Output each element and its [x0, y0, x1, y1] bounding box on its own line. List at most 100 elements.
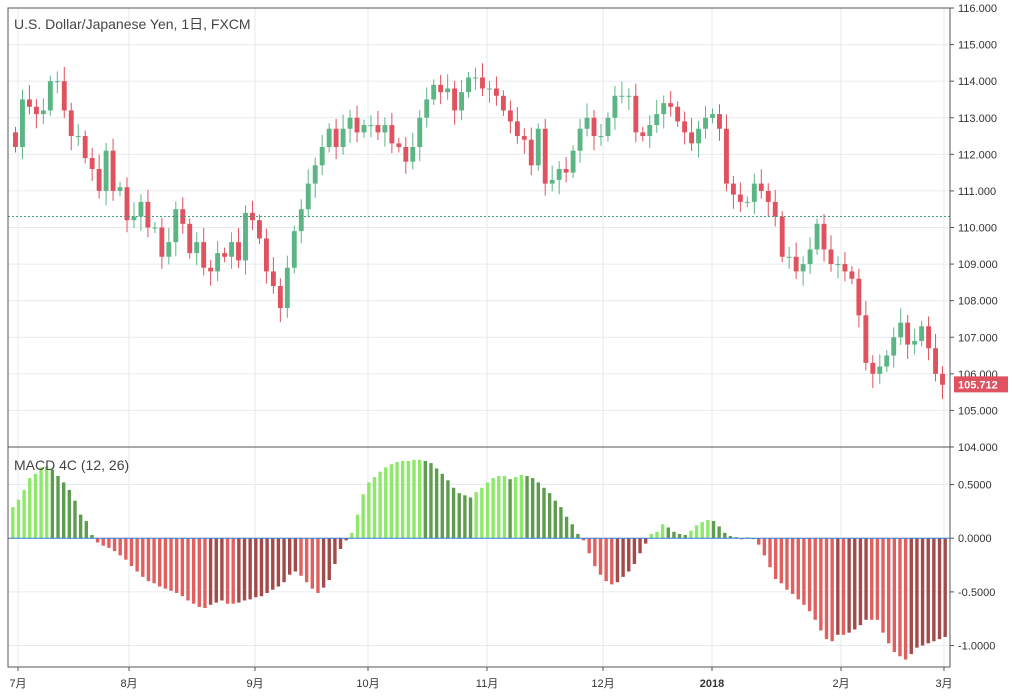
candle-body-15[interactable]	[117, 187, 123, 191]
candle-body-118[interactable]	[835, 264, 841, 266]
candle-body-6[interactable]	[54, 81, 60, 83]
candle-body-85[interactable]	[605, 117, 611, 137]
candle-body-17[interactable]	[131, 216, 137, 221]
candle-body-80[interactable]	[570, 150, 576, 173]
candle-body-75[interactable]	[535, 128, 541, 166]
candle-body-7[interactable]	[61, 81, 67, 111]
candle-body-42[interactable]	[305, 183, 311, 210]
macd-axis[interactable]: 0.5000 0.0000 -0.5000 -1.0000	[950, 480, 995, 653]
candle-body-69[interactable]	[493, 88, 499, 96]
candle-body-116[interactable]	[821, 223, 827, 250]
candle-body-40[interactable]	[291, 231, 297, 268]
candle-body-133[interactable]	[940, 373, 945, 385]
candle-body-29[interactable]	[215, 253, 221, 272]
candle-body-0[interactable]	[13, 132, 18, 148]
candle-body-94[interactable]	[668, 103, 674, 107]
candle-body-23[interactable]	[173, 209, 179, 243]
candle-body-37[interactable]	[270, 271, 276, 287]
candle-body-97[interactable]	[689, 132, 695, 144]
candle-body-3[interactable]	[33, 106, 39, 115]
candle-body-83[interactable]	[591, 117, 597, 137]
candle-body-73[interactable]	[521, 136, 527, 140]
candle-body-127[interactable]	[898, 322, 904, 338]
candle-body-45[interactable]	[326, 128, 332, 148]
candle-body-130[interactable]	[919, 326, 925, 341]
time-axis[interactable]: 7月 8月 9月 10月 11月 12月 2018 2月 3月	[9, 667, 953, 690]
candle-body-52[interactable]	[375, 125, 381, 133]
candle-body-10[interactable]	[82, 136, 88, 158]
candle-body-101[interactable]	[717, 114, 722, 129]
candle-body-67[interactable]	[480, 77, 485, 89]
candle-body-12[interactable]	[96, 168, 102, 191]
candle-body-24[interactable]	[180, 209, 186, 224]
candle-body-28[interactable]	[208, 267, 214, 272]
candle-body-27[interactable]	[201, 242, 207, 268]
candle-body-2[interactable]	[26, 99, 32, 107]
candle-body-22[interactable]	[166, 242, 172, 257]
candle-body-72[interactable]	[514, 121, 520, 137]
candle-body-5[interactable]	[47, 81, 53, 111]
candle-body-9[interactable]	[75, 136, 81, 138]
candle-body-92[interactable]	[654, 114, 660, 126]
candle-body-11[interactable]	[89, 157, 95, 169]
candle-body-98[interactable]	[696, 128, 701, 144]
candle-body-32[interactable]	[236, 242, 241, 261]
candle-body-38[interactable]	[277, 286, 283, 308]
candle-body-60[interactable]	[431, 84, 437, 100]
candle-body-115[interactable]	[814, 223, 820, 250]
candle-body-95[interactable]	[675, 106, 681, 122]
candle-body-33[interactable]	[243, 212, 248, 261]
candle-body-4[interactable]	[40, 110, 46, 115]
candle-body-71[interactable]	[507, 110, 513, 122]
candle-body-93[interactable]	[661, 103, 667, 115]
candle-body-63[interactable]	[452, 88, 458, 111]
candle-body-64[interactable]	[459, 92, 465, 111]
candle-body-91[interactable]	[647, 125, 653, 137]
candle-body-41[interactable]	[298, 209, 304, 232]
candle-body-54[interactable]	[389, 125, 395, 144]
candle-body-131[interactable]	[926, 326, 932, 349]
candle-body-82[interactable]	[584, 117, 590, 129]
candle-body-119[interactable]	[842, 264, 848, 272]
macd-pane[interactable]	[11, 459, 947, 660]
candle-body-50[interactable]	[361, 125, 367, 133]
candle-body-62[interactable]	[445, 88, 451, 93]
candle-body-126[interactable]	[891, 337, 897, 356]
candle-body-26[interactable]	[194, 242, 200, 254]
candle-body-121[interactable]	[856, 278, 862, 316]
candle-body-18[interactable]	[138, 201, 144, 217]
candle-body-124[interactable]	[877, 366, 883, 374]
candle-body-59[interactable]	[424, 99, 430, 118]
candle-body-125[interactable]	[884, 355, 890, 367]
candle-body-117[interactable]	[828, 249, 834, 265]
candle-body-113[interactable]	[800, 264, 806, 272]
candle-body-112[interactable]	[793, 256, 799, 272]
candle-body-31[interactable]	[229, 242, 234, 257]
candle-body-87[interactable]	[619, 95, 625, 97]
candle-body-79[interactable]	[563, 168, 569, 173]
candle-body-20[interactable]	[152, 227, 158, 229]
candle-body-104[interactable]	[737, 194, 743, 202]
candle-body-46[interactable]	[333, 128, 339, 148]
candle-body-53[interactable]	[382, 125, 388, 133]
candle-body-21[interactable]	[159, 227, 165, 257]
candle-body-106[interactable]	[751, 183, 757, 202]
candle-body-61[interactable]	[438, 84, 444, 93]
candle-body-78[interactable]	[556, 168, 562, 180]
candle-body-77[interactable]	[549, 179, 555, 184]
candle-body-96[interactable]	[682, 121, 688, 133]
candle-body-128[interactable]	[905, 322, 911, 345]
candle-body-103[interactable]	[730, 183, 736, 195]
candle-body-129[interactable]	[912, 340, 918, 345]
candle-body-122[interactable]	[863, 315, 869, 363]
candle-body-49[interactable]	[354, 117, 360, 133]
candle-body-102[interactable]	[724, 128, 729, 184]
candle-body-86[interactable]	[612, 95, 618, 118]
candle-body-30[interactable]	[222, 253, 228, 257]
candle-body-120[interactable]	[849, 271, 855, 279]
candle-body-36[interactable]	[263, 238, 269, 272]
candle-body-25[interactable]	[187, 223, 193, 254]
candle-body-51[interactable]	[368, 125, 374, 127]
candle-body-47[interactable]	[340, 128, 346, 148]
